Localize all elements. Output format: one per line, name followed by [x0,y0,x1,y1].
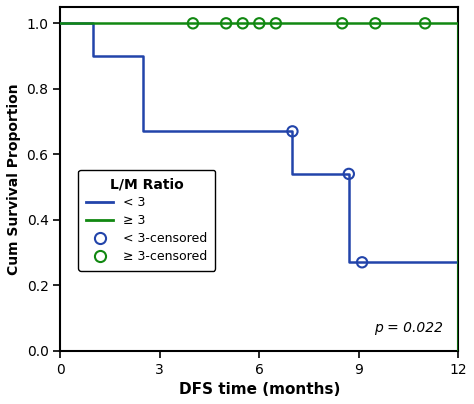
Point [289,128,296,135]
Point [255,20,263,27]
X-axis label: DFS time (months): DFS time (months) [179,382,340,397]
Legend: < 3, ≥ 3, < 3-censored, ≥ 3-censored: < 3, ≥ 3, < 3-censored, ≥ 3-censored [79,170,215,271]
Point [372,20,379,27]
Y-axis label: Cum Survival Proportion: Cum Survival Proportion [7,83,21,275]
Point [338,20,346,27]
Point [345,170,353,177]
Point [421,20,429,27]
Point [239,20,246,27]
Point [222,20,230,27]
Point [272,20,280,27]
Text: p = 0.022: p = 0.022 [374,321,443,335]
Point [189,20,197,27]
Point [358,259,366,265]
